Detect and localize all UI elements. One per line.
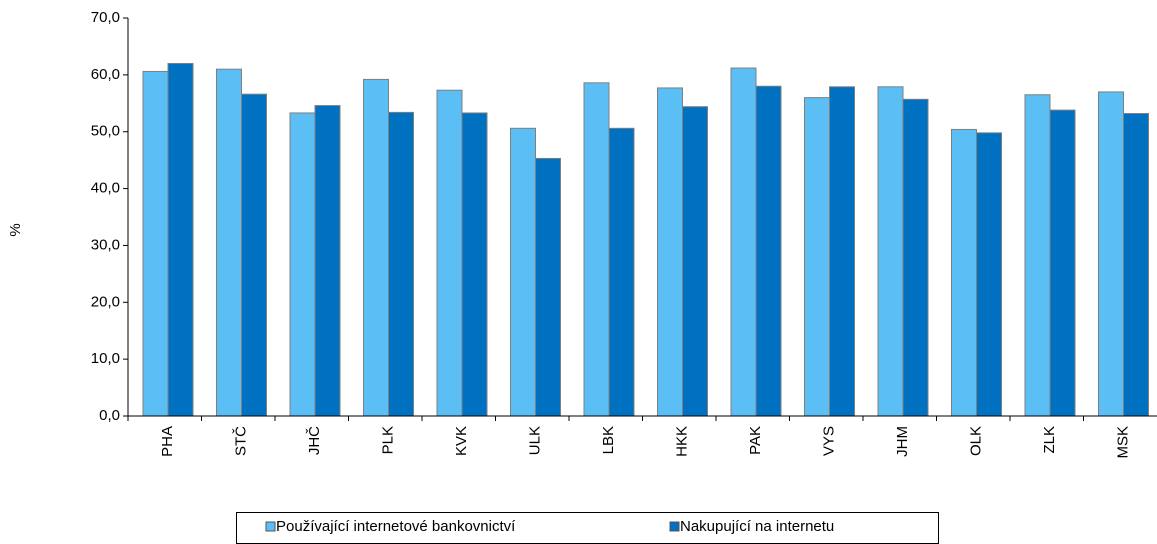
x-tick-label: LBK bbox=[600, 426, 617, 454]
x-tick-label: OLK bbox=[967, 426, 984, 456]
bar bbox=[951, 128, 977, 417]
bar bbox=[730, 67, 757, 417]
legend-swatch bbox=[669, 521, 680, 532]
bar bbox=[535, 157, 561, 417]
bar bbox=[682, 106, 708, 417]
bar bbox=[388, 111, 414, 417]
x-tick-label: KVK bbox=[453, 426, 470, 456]
bar bbox=[461, 112, 488, 417]
x-tick-label: STČ bbox=[232, 426, 249, 456]
bar bbox=[877, 86, 904, 417]
y-tick-label: 70,0 bbox=[91, 9, 120, 26]
x-tick-label: HKK bbox=[673, 426, 690, 457]
y-tick-label: 30,0 bbox=[91, 236, 120, 253]
x-tick-label: PAK bbox=[747, 426, 764, 455]
x-tick-label: PLK bbox=[379, 426, 396, 454]
bar bbox=[216, 68, 242, 417]
bar bbox=[755, 85, 782, 417]
bar bbox=[363, 78, 389, 417]
y-axis-label: % bbox=[7, 223, 24, 236]
x-tick-label: PHA bbox=[159, 426, 176, 457]
bar bbox=[902, 98, 929, 417]
bar bbox=[1123, 113, 1149, 417]
legend-swatch bbox=[265, 521, 276, 532]
bar bbox=[608, 127, 635, 417]
x-tick-label: VYS bbox=[820, 426, 837, 456]
bar bbox=[510, 127, 536, 417]
y-tick-label: 50,0 bbox=[91, 123, 120, 140]
y-tick-label: 20,0 bbox=[91, 293, 120, 310]
y-tick-label: 60,0 bbox=[91, 66, 120, 83]
x-tick-label: JHČ bbox=[306, 426, 323, 455]
legend-label: Nakupující na internetu bbox=[680, 518, 834, 535]
bar bbox=[1049, 109, 1076, 417]
bar bbox=[829, 86, 855, 417]
bar bbox=[241, 93, 267, 417]
bar bbox=[1098, 91, 1124, 417]
x-tick-label: MSK bbox=[1114, 426, 1131, 459]
bar bbox=[657, 87, 683, 417]
bar bbox=[976, 132, 1002, 417]
y-tick-label: 10,0 bbox=[91, 350, 120, 367]
bar bbox=[167, 62, 194, 417]
x-tick-label: JHM bbox=[894, 426, 911, 457]
legend-label: Používající internetové bankovnictví bbox=[276, 518, 516, 535]
bar bbox=[142, 70, 169, 417]
legend bbox=[236, 512, 939, 544]
x-tick-label: ULK bbox=[526, 426, 543, 455]
y-tick-label: 40,0 bbox=[91, 180, 120, 197]
y-tick-label: 0,0 bbox=[99, 407, 120, 424]
x-tick-label: ZLK bbox=[1041, 426, 1058, 454]
bar bbox=[289, 112, 316, 417]
bar bbox=[804, 97, 830, 417]
bar bbox=[436, 89, 463, 417]
bar bbox=[1024, 94, 1051, 417]
bar bbox=[583, 82, 610, 417]
bar bbox=[314, 105, 341, 417]
